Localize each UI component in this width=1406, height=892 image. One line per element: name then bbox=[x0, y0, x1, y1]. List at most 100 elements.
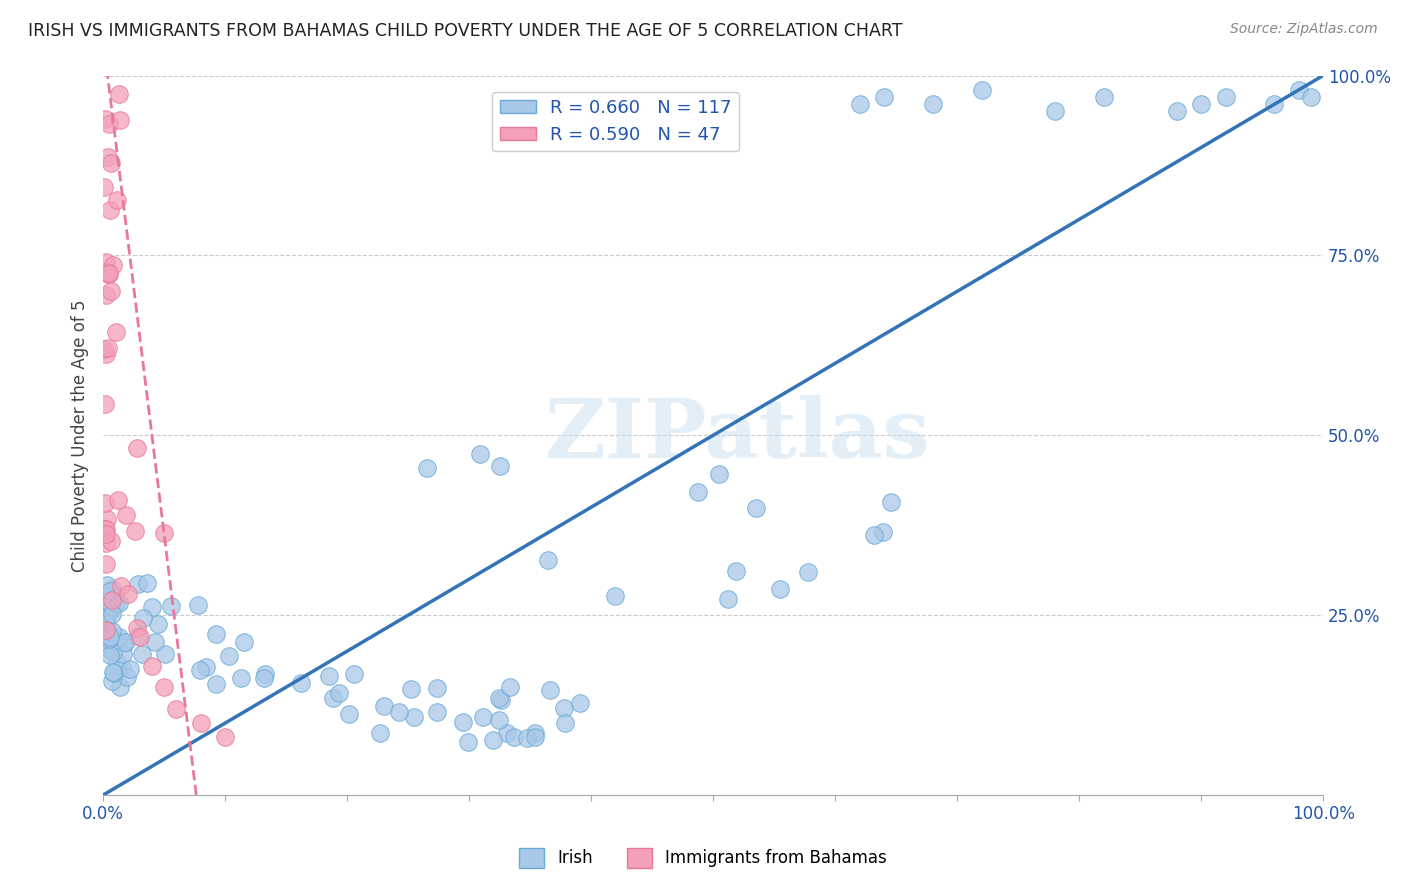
Point bbox=[93, 180, 115, 194]
Point bbox=[101, 674, 124, 689]
Point bbox=[872, 524, 894, 539]
Point bbox=[107, 493, 129, 508]
Point bbox=[160, 599, 183, 613]
Point bbox=[101, 607, 124, 622]
Point bbox=[94, 526, 117, 541]
Point bbox=[725, 564, 748, 578]
Point bbox=[98, 267, 121, 281]
Point bbox=[127, 629, 149, 643]
Point bbox=[524, 731, 547, 745]
Point bbox=[717, 591, 740, 606]
Point bbox=[318, 669, 340, 683]
Point bbox=[337, 707, 360, 722]
Point bbox=[232, 635, 254, 649]
Point bbox=[605, 590, 627, 604]
Point bbox=[93, 342, 115, 356]
Point bbox=[489, 693, 512, 707]
Point bbox=[97, 605, 120, 619]
Point bbox=[488, 690, 510, 705]
Point bbox=[94, 590, 117, 604]
Point bbox=[98, 584, 121, 599]
Point bbox=[873, 90, 896, 104]
Point bbox=[105, 655, 128, 669]
Point bbox=[94, 255, 117, 269]
Point bbox=[554, 715, 576, 730]
Point bbox=[165, 702, 187, 716]
Point bbox=[388, 706, 411, 720]
Point bbox=[101, 593, 124, 607]
Point bbox=[108, 113, 131, 128]
Point bbox=[970, 83, 993, 97]
Point bbox=[103, 634, 125, 648]
Point bbox=[97, 342, 120, 356]
Point bbox=[101, 600, 124, 615]
Point bbox=[343, 666, 366, 681]
Point bbox=[103, 635, 125, 649]
Point bbox=[100, 284, 122, 298]
Point bbox=[115, 670, 138, 684]
Point bbox=[482, 733, 505, 747]
Point bbox=[96, 511, 118, 525]
Point bbox=[105, 193, 128, 207]
Point bbox=[94, 602, 117, 616]
Point bbox=[516, 731, 538, 746]
Text: Source: ZipAtlas.com: Source: ZipAtlas.com bbox=[1230, 22, 1378, 37]
Point bbox=[110, 579, 132, 593]
Point bbox=[100, 533, 122, 548]
Point bbox=[146, 617, 169, 632]
Point bbox=[104, 589, 127, 603]
Point bbox=[105, 325, 128, 339]
Point bbox=[252, 671, 274, 685]
Point bbox=[93, 524, 115, 539]
Point bbox=[101, 645, 124, 659]
Point bbox=[94, 397, 117, 411]
Point bbox=[94, 624, 117, 638]
Point bbox=[125, 441, 148, 455]
Point bbox=[686, 485, 709, 500]
Point bbox=[100, 202, 122, 217]
Point bbox=[322, 691, 344, 706]
Point bbox=[108, 630, 131, 644]
Y-axis label: Child Poverty Under the Age of 5: Child Poverty Under the Age of 5 bbox=[72, 299, 89, 572]
Point bbox=[368, 726, 391, 740]
Legend: R = 0.660   N = 117, R = 0.590   N = 47: R = 0.660 N = 117, R = 0.590 N = 47 bbox=[492, 92, 738, 152]
Point bbox=[328, 686, 350, 700]
Point bbox=[404, 710, 426, 724]
Point bbox=[98, 603, 121, 617]
Point bbox=[744, 500, 766, 515]
Point bbox=[128, 630, 150, 644]
Point bbox=[98, 648, 121, 662]
Point bbox=[195, 660, 218, 674]
Point bbox=[153, 680, 176, 694]
Point bbox=[373, 699, 395, 714]
Point bbox=[100, 156, 122, 170]
Point bbox=[796, 565, 818, 579]
Point bbox=[253, 667, 276, 681]
Point bbox=[96, 264, 118, 278]
Point bbox=[205, 677, 228, 691]
Point bbox=[94, 557, 117, 571]
Point bbox=[117, 586, 139, 600]
Point bbox=[489, 459, 512, 474]
Point bbox=[98, 631, 121, 645]
Point bbox=[153, 647, 176, 661]
Point bbox=[568, 696, 591, 710]
Point bbox=[93, 522, 115, 536]
Point bbox=[141, 658, 163, 673]
Point bbox=[1288, 83, 1310, 97]
Point bbox=[188, 663, 211, 677]
Point bbox=[94, 496, 117, 510]
Point bbox=[101, 624, 124, 638]
Point bbox=[97, 632, 120, 646]
Point bbox=[114, 635, 136, 649]
Point bbox=[537, 553, 560, 567]
Point bbox=[399, 682, 422, 697]
Point bbox=[1215, 90, 1237, 104]
Point bbox=[468, 447, 491, 461]
Point bbox=[229, 671, 252, 685]
Point bbox=[104, 597, 127, 611]
Point bbox=[879, 495, 901, 509]
Point bbox=[457, 735, 479, 749]
Point bbox=[495, 726, 517, 740]
Point bbox=[218, 649, 240, 664]
